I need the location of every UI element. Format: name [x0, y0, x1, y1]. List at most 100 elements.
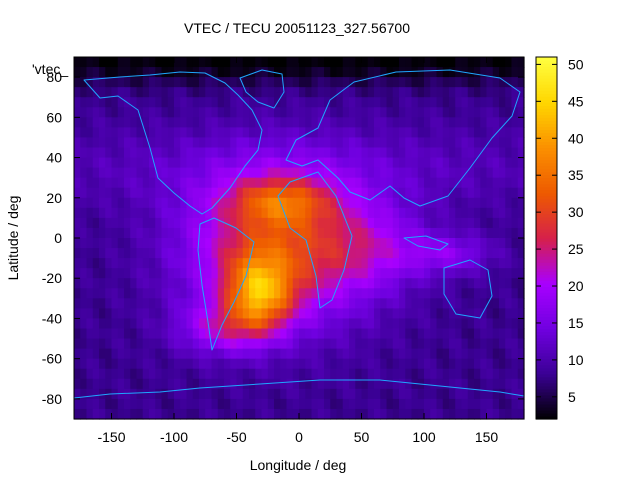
heatmap-cell [236, 207, 244, 219]
heatmap-cell [486, 67, 494, 78]
heatmap-cell [355, 167, 363, 179]
heatmap-cell [505, 117, 513, 128]
heatmap-cell [324, 258, 331, 269]
heatmap-cell [286, 187, 294, 199]
heatmap-cell [392, 368, 400, 380]
heatmap-cell [424, 167, 431, 179]
colorbar-segment [536, 325, 557, 330]
heatmap-cell [474, 107, 481, 118]
colorbar-segment [536, 283, 557, 287]
heatmap-cell [286, 97, 294, 108]
heatmap-cell [417, 57, 425, 68]
heatmap-cell [217, 328, 225, 340]
heatmap-cell [474, 248, 481, 259]
heatmap-cell [267, 137, 275, 149]
heatmap-cell [361, 388, 369, 400]
heatmap-cell [286, 137, 294, 149]
heatmap-cell [186, 288, 194, 299]
heatmap-cell [124, 368, 131, 380]
colorbar-segment [536, 364, 557, 369]
heatmap-cell [442, 117, 450, 128]
heatmap-cell [405, 318, 413, 330]
heatmap-cell [455, 137, 463, 149]
heatmap-cell [386, 227, 394, 239]
heatmap-cell [292, 57, 300, 68]
heatmap-cell [342, 197, 350, 209]
heatmap-cell [349, 338, 356, 350]
heatmap-cell [74, 207, 81, 219]
heatmap-cell [424, 328, 431, 340]
heatmap-cell [117, 117, 125, 128]
colorbar-segment [536, 132, 557, 137]
heatmap-cell [355, 248, 363, 259]
heatmap-cell [430, 268, 438, 279]
heatmap-cell [117, 268, 125, 279]
heatmap-cell [111, 268, 119, 279]
heatmap-cell [205, 238, 213, 249]
heatmap-cell [242, 238, 250, 249]
heatmap-cell [149, 378, 156, 390]
heatmap-cell [167, 288, 175, 299]
heatmap-cell [374, 147, 381, 159]
heatmap-cell [511, 308, 519, 320]
heatmap-cell [92, 57, 100, 68]
heatmap-cell [180, 187, 188, 199]
heatmap-cell [324, 157, 331, 169]
heatmap-cell [280, 388, 288, 400]
heatmap-cell [161, 268, 169, 279]
heatmap-cell [242, 288, 250, 299]
heatmap-cell [330, 67, 338, 78]
heatmap-cell [167, 187, 175, 199]
heatmap-cell [405, 107, 413, 118]
heatmap-cell [442, 147, 450, 159]
heatmap-cell [267, 57, 275, 68]
heatmap-cell [517, 57, 525, 68]
heatmap-cell [142, 137, 150, 149]
heatmap-cell [142, 398, 150, 410]
heatmap-cell [211, 278, 219, 289]
heatmap-cell [480, 207, 488, 219]
heatmap-cell [267, 97, 275, 108]
colorbar-segment [536, 99, 557, 103]
heatmap-cell [442, 167, 450, 179]
heatmap-cell [374, 338, 381, 350]
heatmap-cell [286, 278, 294, 289]
heatmap-cell [442, 77, 450, 88]
colorbar-segment [536, 400, 557, 405]
heatmap-cell [342, 187, 350, 199]
heatmap-cell [167, 388, 175, 400]
heatmap-cell [392, 338, 400, 350]
heatmap-cell [149, 157, 156, 169]
colorbar-tick-label: 40 [568, 130, 584, 146]
heatmap-cell [292, 197, 300, 209]
heatmap-cell [517, 147, 525, 159]
heatmap-cell [305, 308, 313, 320]
heatmap-cell [236, 127, 244, 139]
heatmap-cell [217, 258, 225, 269]
heatmap-cell [261, 248, 269, 259]
x-tick-label: -150 [97, 429, 125, 445]
heatmap-cell [74, 388, 81, 400]
heatmap-cell [517, 238, 525, 249]
heatmap-cell [392, 408, 400, 420]
heatmap-cell [467, 97, 475, 108]
heatmap-cell [111, 177, 119, 189]
heatmap-cell [111, 197, 119, 209]
heatmap-cell [117, 57, 125, 68]
heatmap-cell [474, 388, 481, 400]
heatmap-cell [417, 338, 425, 350]
heatmap-cell [192, 157, 200, 169]
heatmap-cell [249, 87, 256, 98]
heatmap-cell [386, 157, 394, 169]
heatmap-cell [417, 268, 425, 279]
heatmap-cell [186, 127, 194, 139]
heatmap-cell [499, 348, 506, 360]
heatmap-cell [342, 217, 350, 229]
heatmap-cell [330, 57, 338, 68]
heatmap-cell [449, 408, 456, 420]
antarctica-coast [73, 379, 525, 399]
heatmap-cell [424, 258, 431, 269]
heatmap-cell [430, 187, 438, 199]
heatmap-cell [436, 97, 444, 108]
heatmap-cell [511, 258, 519, 269]
